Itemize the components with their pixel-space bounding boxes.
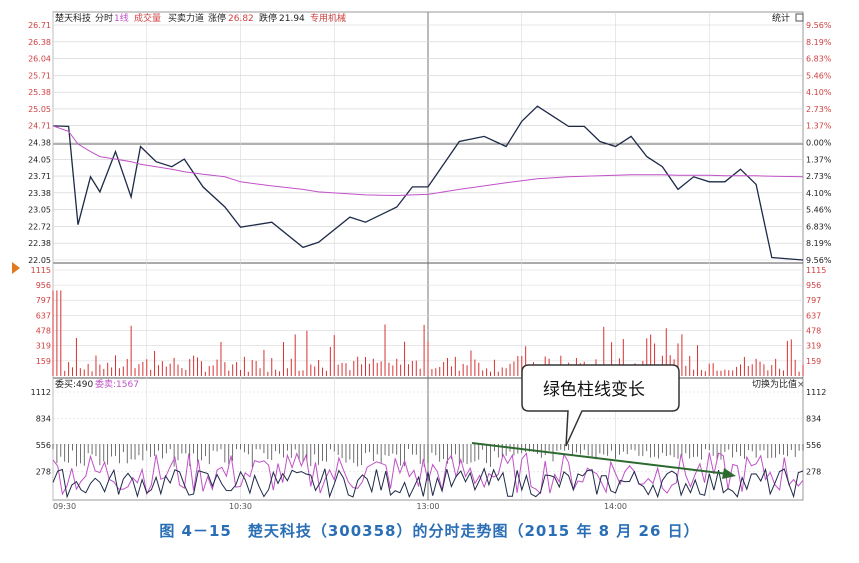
volume-tick-label: 797 xyxy=(36,296,51,305)
line-mode-label[interactable]: 1线 xyxy=(114,12,129,24)
order-tick-label-right: 556 xyxy=(806,441,821,450)
price-tick-label: 25.38 xyxy=(28,88,51,97)
percent-tick-label: 1.37% xyxy=(806,155,832,164)
order-tick-label-right: 1112 xyxy=(806,388,826,397)
volume-tick-label: 319 xyxy=(36,342,51,351)
percent-tick-label: 2.73% xyxy=(806,172,832,181)
limit-down-value: 21.94 xyxy=(279,14,305,24)
time-tick-label: 13:00 xyxy=(416,502,439,511)
trend-arrow-head xyxy=(722,468,736,479)
time-tick-label: 09:30 xyxy=(53,502,76,511)
maximize-icon[interactable] xyxy=(795,13,804,22)
volume-tick-label-right: 319 xyxy=(806,342,821,351)
close-icon[interactable]: × xyxy=(797,380,805,390)
price-tick-label: 24.71 xyxy=(28,122,51,131)
percent-tick-label: 6.83% xyxy=(806,222,832,231)
chart-canvas: 26.71 26.38 26.04 25.71 25.38 25.05 24.71 24.38… xyxy=(12,11,832,511)
order-axis: 1112 1112 834 834 556 556 278 278 xyxy=(31,388,827,477)
force-label[interactable]: 买卖力道 xyxy=(168,12,204,24)
right-percent-axis: 9.56% 8.19% 6.83% 5.46% 4.10% 2.73% 1.37% 0.00%… xyxy=(806,21,832,265)
switch-ratio-button[interactable]: 切换为比值 xyxy=(752,378,797,390)
percent-tick-label: 2.73% xyxy=(806,105,832,114)
price-tick-label: 22.05 xyxy=(28,256,51,265)
annotation-text: 绿色柱线变长 xyxy=(543,380,645,400)
order-tick-label-right: 278 xyxy=(806,468,821,477)
volume-tick-label: 1115 xyxy=(31,266,51,275)
order-sell-label: 委卖:1567 xyxy=(95,378,139,390)
order-tick-label-right: 834 xyxy=(806,415,821,424)
time-tick-label: 14:00 xyxy=(604,502,627,511)
price-tick-label: 24.38 xyxy=(28,139,51,148)
limit-down-label: 跌停 xyxy=(259,12,277,24)
price-tick-label: 26.71 xyxy=(28,21,51,30)
volume-tick-label: 478 xyxy=(36,327,51,336)
order-sell-line xyxy=(52,452,804,496)
price-line xyxy=(52,105,804,261)
time-tick-label: 10:30 xyxy=(229,502,252,511)
time-axis: 09:30 10:30 13:00 14:00 xyxy=(53,502,627,511)
trend-arrow-line xyxy=(471,442,729,475)
volume-label[interactable]: 成交量 xyxy=(134,12,161,24)
left-price-axis: 26.71 26.38 26.04 25.71 25.38 25.05 24.71 24.38… xyxy=(28,21,51,265)
order-tick-label: 556 xyxy=(36,441,51,450)
mode-label[interactable]: 分时 xyxy=(95,12,113,24)
stock-name: 楚天科技 xyxy=(55,12,91,24)
percent-tick-label: 9.56% xyxy=(806,256,832,265)
price-tick-label: 23.05 xyxy=(28,206,51,215)
grid xyxy=(52,12,803,500)
price-tick-label: 22.38 xyxy=(28,239,51,248)
volume-tick-label-right: 1115 xyxy=(806,266,826,275)
percent-tick-label: 4.10% xyxy=(806,189,832,198)
price-tick-label: 23.71 xyxy=(28,172,51,181)
order-buy-label: 委买:490 xyxy=(55,378,93,390)
percent-tick-label: 6.83% xyxy=(806,55,832,64)
percent-tick-label: 0.00% xyxy=(806,139,832,148)
percent-tick-label: 5.46% xyxy=(806,206,832,215)
figure-caption: 图 4－15 楚天科技（300358）的分时走势图（2015 年 8 月 26 … xyxy=(159,522,700,540)
volume-tick-label-right: 478 xyxy=(806,327,821,336)
price-tick-label: 24.05 xyxy=(28,155,51,164)
stats-button[interactable]: 统计 xyxy=(772,12,790,24)
volume-tick-label: 956 xyxy=(36,281,51,290)
price-tick-label: 22.72 xyxy=(28,222,51,231)
order-buy-line xyxy=(52,467,804,499)
volume-tick-label: 637 xyxy=(36,311,51,320)
volume-tick-label-right: 956 xyxy=(806,281,821,290)
annotation-callout xyxy=(521,364,680,447)
volume-axis: 1115 1115 956 956 797 797 637 637 478 478 319 319 15… xyxy=(31,266,827,366)
volume-tick-label-right: 637 xyxy=(806,311,821,320)
price-lines xyxy=(52,105,804,261)
order-tick-label: 834 xyxy=(36,415,51,424)
sector-label: 专用机械 xyxy=(310,12,346,24)
percent-tick-label: 4.10% xyxy=(806,88,832,97)
percent-tick-label: 9.56% xyxy=(806,21,832,30)
average-line xyxy=(52,125,804,197)
order-tick-label: 1112 xyxy=(31,388,51,397)
percent-tick-label: 5.46% xyxy=(806,71,832,80)
volume-tick-label-right: 159 xyxy=(806,357,821,366)
volume-tick-label-right: 797 xyxy=(806,296,821,305)
price-tick-label: 25.71 xyxy=(28,71,51,80)
limit-up-label: 涨停 xyxy=(208,12,226,24)
price-tick-label: 26.04 xyxy=(28,55,51,64)
order-tick-label: 278 xyxy=(36,468,51,477)
percent-tick-label: 8.19% xyxy=(806,239,832,248)
percent-tick-label: 1.37% xyxy=(806,122,832,131)
price-tick-label: 26.38 xyxy=(28,38,51,47)
price-tick-label: 23.38 xyxy=(28,189,51,198)
price-tick-label: 25.05 xyxy=(28,105,51,114)
panel-marker-icon[interactable] xyxy=(12,262,20,274)
order-lines xyxy=(52,444,804,499)
percent-tick-label: 8.19% xyxy=(806,38,832,47)
volume-tick-label: 159 xyxy=(36,357,51,366)
limit-up-value: 26.82 xyxy=(228,14,254,24)
